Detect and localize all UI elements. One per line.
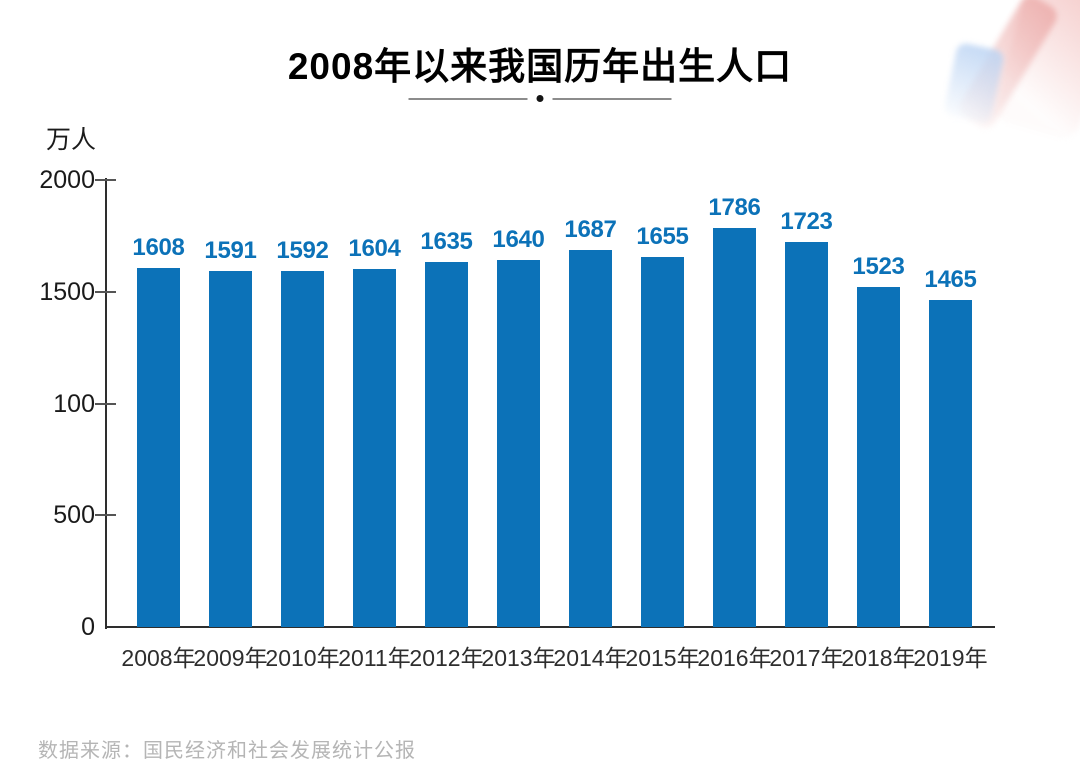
y-tick-label: 0 xyxy=(81,613,95,641)
bar-value-label: 1592 xyxy=(276,237,329,265)
bar-value-label: 1640 xyxy=(492,226,545,254)
x-category-label: 2017年 xyxy=(769,645,844,671)
bar-value-label: 1655 xyxy=(636,223,689,251)
bar xyxy=(497,260,540,627)
bar-value-label: 1608 xyxy=(132,233,185,261)
y-tick-mark xyxy=(95,179,116,181)
y-tick-label: 100 xyxy=(53,389,95,418)
bar xyxy=(641,257,684,627)
x-category-label: 2016年 xyxy=(697,645,772,671)
bar xyxy=(137,267,180,627)
divider-line-left xyxy=(408,97,528,100)
bar-value-label: 1687 xyxy=(564,215,617,243)
x-category-label: 2019年 xyxy=(913,645,988,671)
x-category-label: 2013年 xyxy=(481,645,556,671)
x-category-label: 2010年 xyxy=(265,645,340,671)
y-tick-label: 500 xyxy=(53,501,95,530)
bar-value-label: 1786 xyxy=(708,193,761,221)
bar xyxy=(425,261,468,627)
bar xyxy=(209,271,252,627)
bar xyxy=(353,268,396,627)
bar-value-label: 1591 xyxy=(204,237,257,265)
y-tick-mark xyxy=(95,290,116,293)
title-divider xyxy=(408,95,672,102)
bar xyxy=(785,241,828,627)
y-tick-mark xyxy=(95,402,116,405)
bar-value-label: 1604 xyxy=(348,234,401,262)
x-category-label: 2009年 xyxy=(193,645,268,671)
bar-value-label: 1465 xyxy=(924,265,977,293)
bar xyxy=(929,299,972,627)
x-axis-line xyxy=(105,626,995,628)
bar xyxy=(713,227,756,627)
bar xyxy=(857,286,900,627)
bar-value-label: 1523 xyxy=(852,252,905,280)
bar-value-label: 1723 xyxy=(780,207,833,235)
bar-value-label: 1635 xyxy=(420,227,473,255)
x-category-label: 2015年 xyxy=(625,645,700,671)
x-category-label: 2018年 xyxy=(841,645,916,671)
x-category-label: 2008年 xyxy=(121,645,196,671)
bar xyxy=(569,249,612,627)
bar xyxy=(281,271,324,627)
divider-line-right xyxy=(552,97,672,100)
x-category-label: 2011年 xyxy=(338,645,411,671)
x-category-label: 2012年 xyxy=(409,645,484,671)
y-tick-mark xyxy=(95,514,116,517)
y-tick-label: 1500 xyxy=(39,277,95,306)
divider-dot xyxy=(536,95,544,102)
y-tick-label: 2000 xyxy=(39,166,95,194)
chart-title: 2008年以来我国历年出生人口 xyxy=(287,46,793,87)
x-category-label: 2014年 xyxy=(553,645,628,671)
y-axis-unit-label: 万人 xyxy=(46,126,97,154)
data-source-note: 数据来源：国民经济和社会发展统计公报 xyxy=(38,740,416,762)
